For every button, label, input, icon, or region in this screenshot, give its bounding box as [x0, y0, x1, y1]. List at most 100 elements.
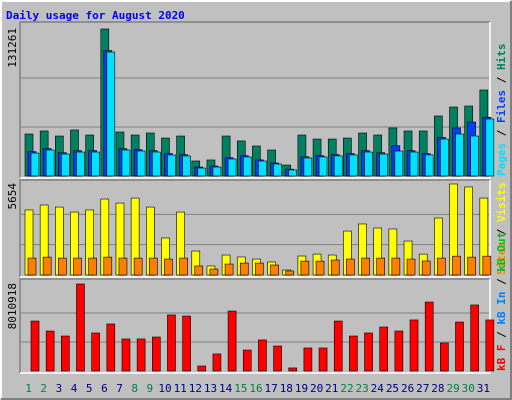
bar	[437, 257, 446, 276]
bar	[455, 321, 464, 372]
x-tick-label: 14	[219, 382, 233, 395]
panel-border-light	[20, 180, 491, 278]
bar	[303, 347, 313, 372]
bar	[273, 345, 282, 372]
bar	[346, 258, 355, 276]
bar	[485, 118, 495, 177]
panel-border-light	[20, 279, 491, 374]
bar	[333, 155, 343, 177]
x-tick-label: 18	[280, 382, 293, 395]
bar	[440, 342, 449, 372]
bar	[197, 167, 207, 177]
bar	[209, 268, 219, 276]
bar	[315, 260, 325, 276]
bar	[91, 151, 100, 177]
bar	[224, 263, 234, 276]
bar	[133, 257, 143, 276]
bar	[424, 301, 434, 372]
legend-separator: /	[495, 222, 508, 242]
x-tick-label: 19	[295, 382, 308, 395]
bar	[452, 255, 461, 276]
bar	[379, 153, 389, 177]
x-tick-label: 4	[71, 382, 78, 395]
bar	[364, 151, 373, 177]
x-tick-label: 7	[116, 382, 123, 395]
bar	[376, 257, 386, 276]
bar	[121, 338, 131, 372]
bar	[288, 367, 298, 372]
x-tick-label: 28	[431, 382, 444, 395]
bar	[30, 152, 40, 177]
bar	[333, 320, 343, 372]
bar	[364, 332, 373, 372]
bar	[470, 304, 479, 372]
bar	[76, 151, 85, 177]
bar	[300, 260, 310, 276]
x-tick-label: 29	[446, 382, 459, 395]
bar	[424, 154, 434, 177]
legend-entry: kB Out	[495, 232, 508, 272]
bar	[136, 150, 146, 177]
legend-entry: Hits	[495, 44, 508, 71]
legend-entry: kB F	[495, 345, 508, 372]
bar	[121, 149, 131, 177]
x-tick-label: 22	[340, 382, 353, 395]
bar	[27, 257, 37, 276]
bar	[118, 257, 128, 276]
x-tick-label: 8	[131, 382, 138, 395]
bar	[197, 365, 207, 372]
bar	[148, 257, 158, 276]
bar	[330, 259, 340, 276]
bar	[467, 256, 476, 276]
bar	[242, 156, 252, 177]
bar	[42, 256, 52, 276]
legend: Pages / Files / Hits	[495, 44, 508, 177]
bar	[361, 257, 370, 276]
bar	[406, 258, 416, 276]
bar	[440, 138, 449, 177]
bar	[303, 157, 313, 177]
legend-entry: Sites	[495, 242, 508, 275]
x-tick-label: 12	[189, 382, 202, 395]
bar	[391, 257, 401, 276]
bar	[258, 339, 267, 372]
bar	[136, 338, 146, 372]
bar	[151, 336, 161, 372]
bar	[91, 332, 100, 372]
bar	[455, 133, 464, 177]
panel-background	[20, 279, 490, 373]
legend-entry: Visits	[495, 182, 508, 222]
bar	[482, 255, 492, 276]
x-tick-label: 11	[174, 382, 187, 395]
bar	[318, 156, 328, 177]
bar	[242, 349, 252, 372]
panel-border-dark	[19, 179, 490, 277]
x-tick-label: 23	[356, 382, 369, 395]
bar	[258, 160, 267, 177]
panel-border-dark	[19, 278, 490, 373]
x-tick-label: 6	[101, 382, 108, 395]
x-tick-label: 1	[25, 382, 32, 395]
bar	[288, 169, 298, 177]
legend-entry: Files	[495, 90, 508, 123]
bar	[212, 166, 222, 177]
bar	[182, 155, 191, 177]
panel-border-light	[20, 22, 491, 179]
legend-separator: /	[495, 272, 508, 292]
x-tick-label: 10	[158, 382, 171, 395]
x-tick-label: 9	[147, 382, 154, 395]
bar	[270, 264, 279, 276]
bar	[194, 265, 204, 276]
legend-separator: /	[495, 325, 508, 345]
x-tick-label: 25	[386, 382, 399, 395]
bar	[45, 330, 55, 372]
bar	[30, 320, 40, 372]
panel-border-dark	[19, 21, 490, 178]
legend: Sites / Visits	[495, 182, 508, 275]
y-tick-label: 5654	[6, 183, 19, 210]
bar	[318, 347, 328, 372]
y-tick-label: 131261	[6, 28, 19, 68]
x-tick-label: 20	[310, 382, 323, 395]
bar	[167, 314, 176, 372]
